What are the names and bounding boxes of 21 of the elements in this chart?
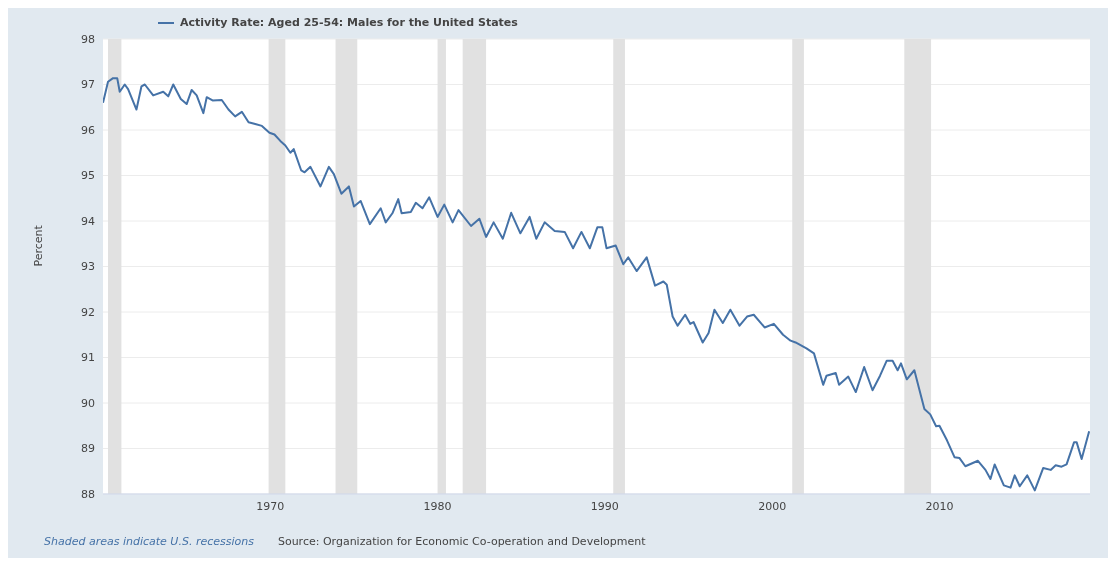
y-tick-label: 89 — [81, 442, 95, 456]
y-tick-label: 96 — [81, 123, 95, 137]
line-series — [103, 77, 1090, 492]
x-tick-label: 1980 — [423, 499, 452, 513]
source-note: Source: Organization for Economic Co-operation and Development — [277, 535, 646, 548]
y-tick-label: 93 — [81, 260, 95, 274]
y-tick-label: 91 — [81, 351, 95, 365]
x-tick-label: 1990 — [590, 499, 619, 513]
y-tick-label: 98 — [81, 32, 95, 46]
x-tick-label: 2010 — [925, 499, 954, 513]
text: Shaded areas indicate U.S. recessions — [44, 535, 254, 548]
y-axis-title: Percent — [31, 224, 45, 267]
x-tick-label: 1970 — [256, 499, 285, 513]
y-tick-label: 95 — [81, 169, 95, 183]
y-tick-label: 94 — [81, 214, 95, 228]
y-tick-label: 97 — [81, 78, 95, 92]
y-tick-label: 90 — [81, 396, 95, 410]
y-tick-label: 92 — [81, 305, 95, 319]
legend-label: Activity Rate: Aged 25-54: Males for the United States — [180, 16, 518, 29]
y-tick-label: 88 — [81, 487, 95, 501]
x-tick-label: 2000 — [758, 499, 787, 513]
